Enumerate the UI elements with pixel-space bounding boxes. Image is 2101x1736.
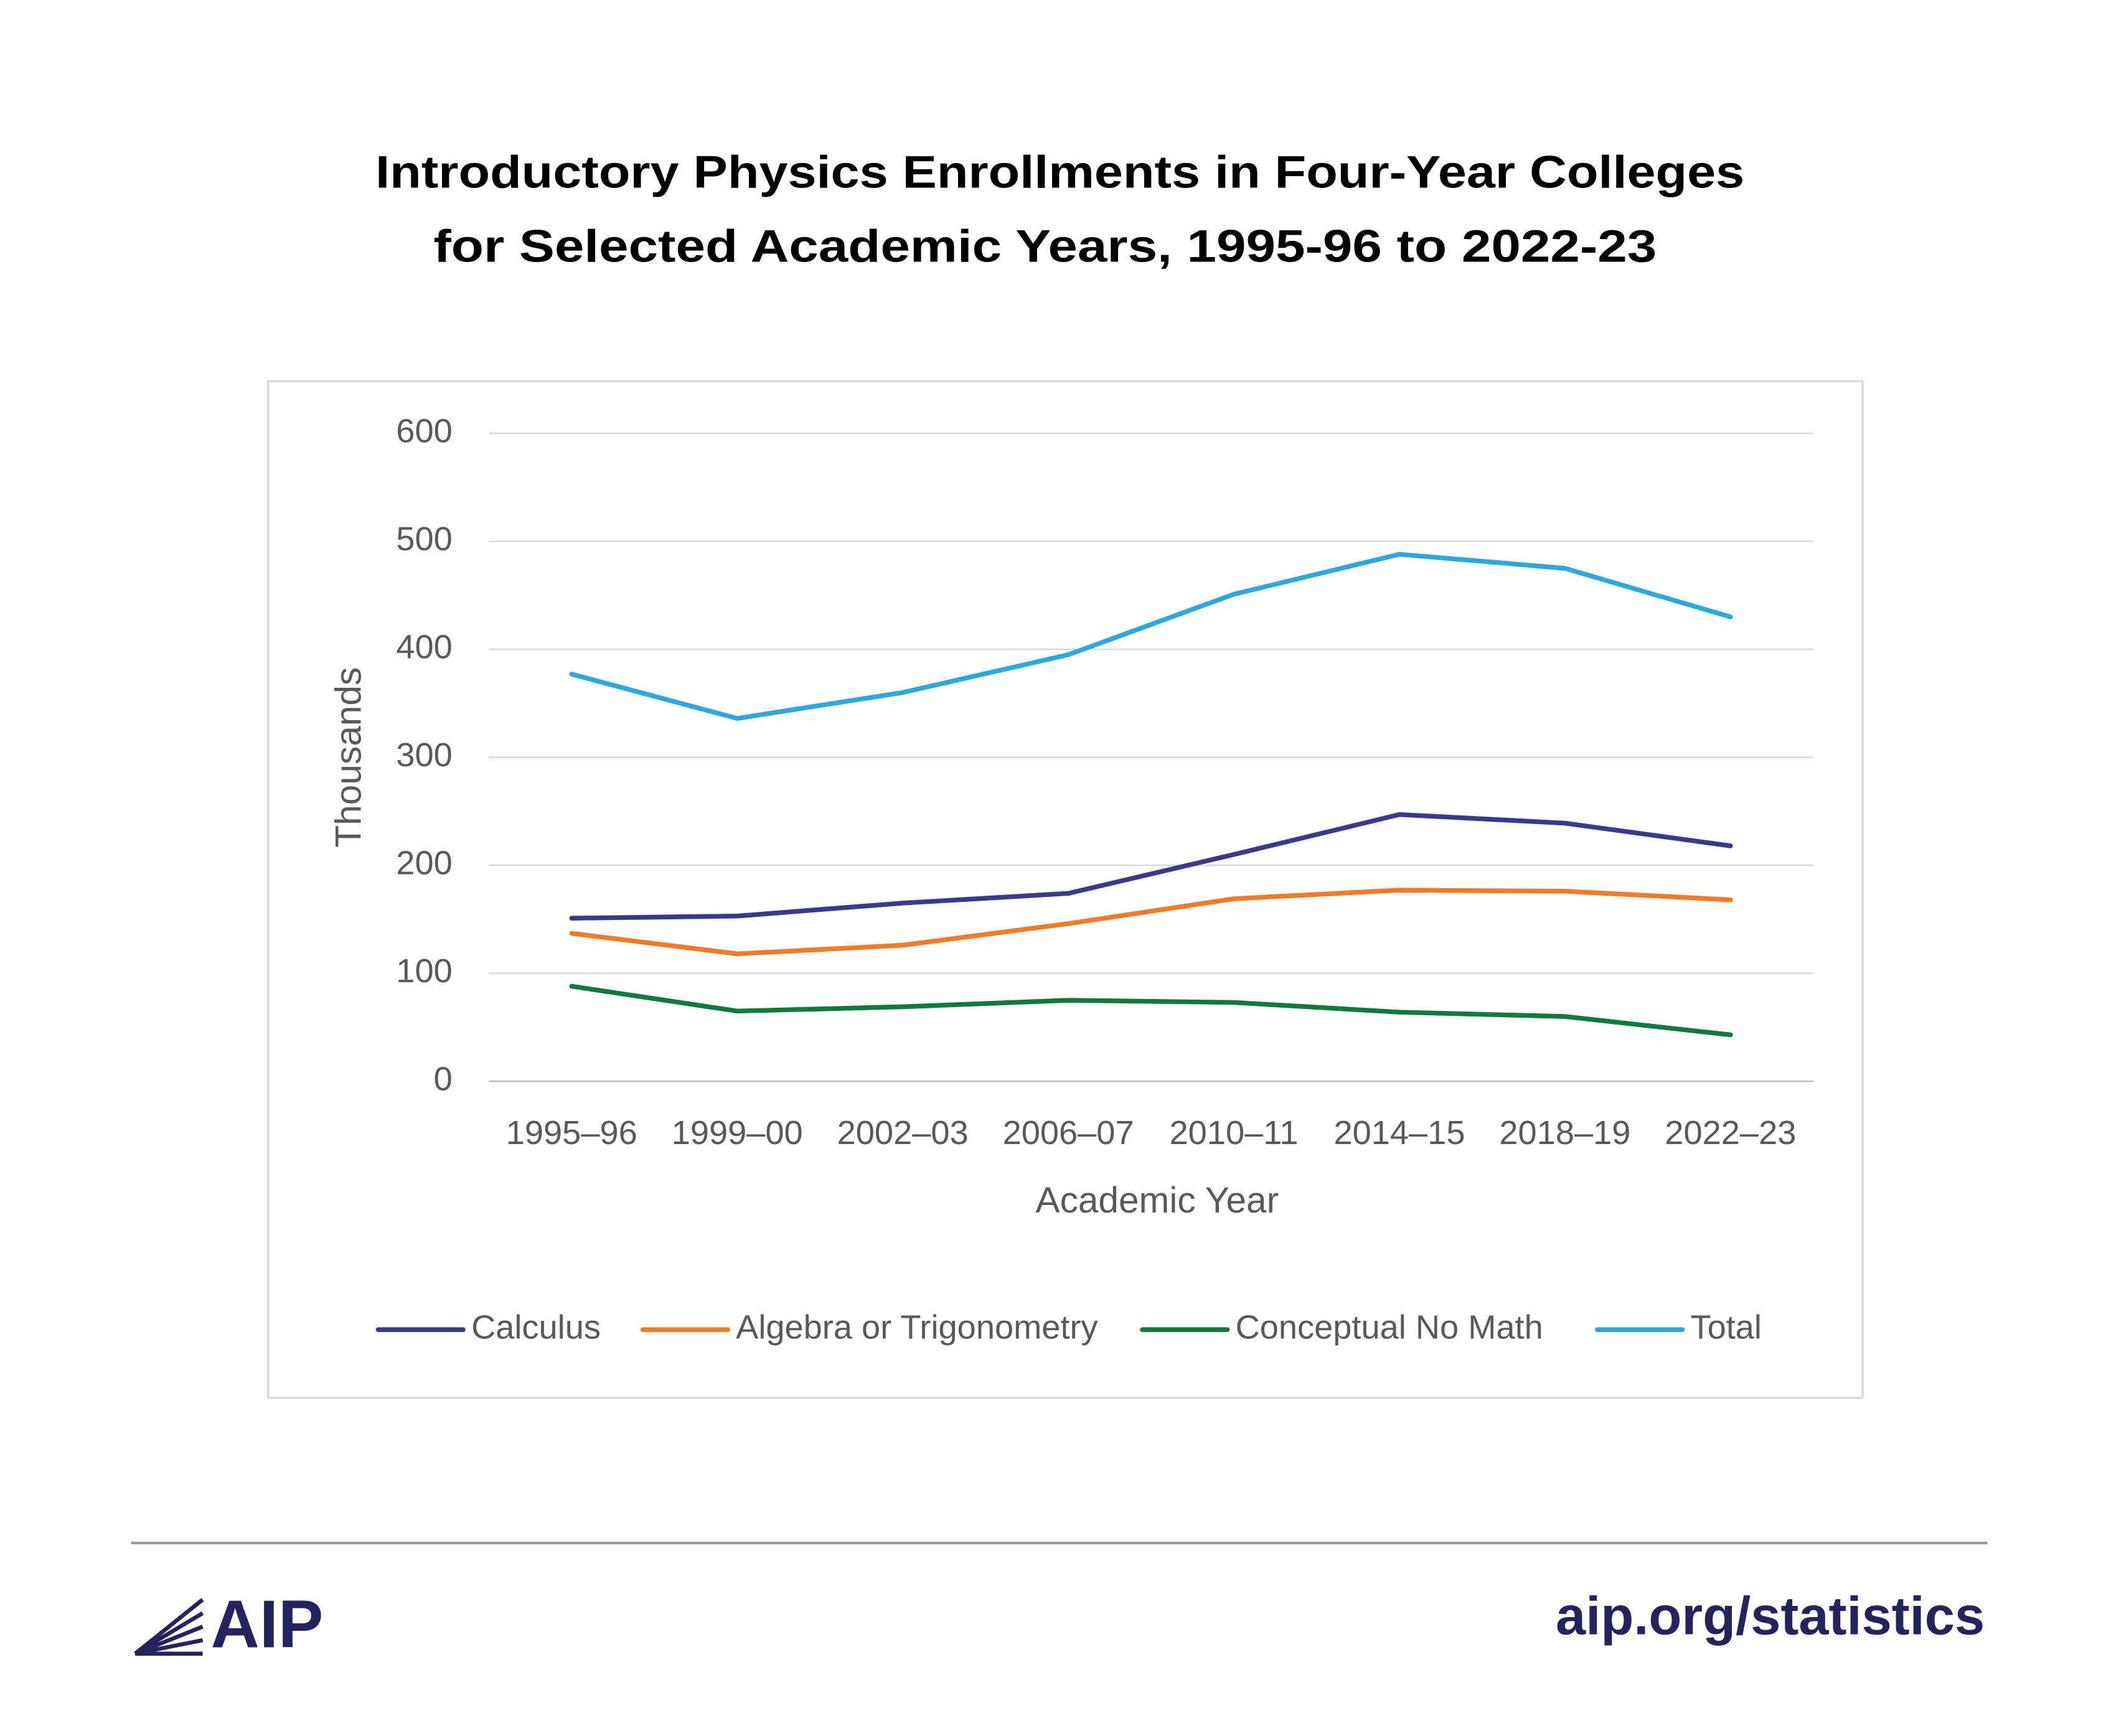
x-tick-label: 2006–07 [1003,1114,1134,1152]
footer-url: aip.org/statistics [1556,1585,1985,1646]
series-line [569,983,1733,1038]
legend-label: Total [1690,1309,1762,1346]
logo-text: AIP [211,1586,324,1661]
y-axis-title: Thousands [329,667,369,848]
x-axis-title: Academic Year [1036,1180,1279,1221]
y-tick-label: 600 [396,412,452,449]
legend-label: Conceptual No Math [1236,1309,1543,1346]
x-tick-label: 1995–96 [506,1114,637,1152]
x-tick-label: 1999–00 [672,1114,803,1152]
series-line [569,812,1733,921]
y-tick-label: 100 [396,952,452,990]
x-tick-label: 2010–11 [1170,1114,1299,1152]
logo-icon [134,1598,204,1656]
x-tick-label: 2022–23 [1665,1114,1796,1152]
x-tick-label: 2014–15 [1333,1114,1465,1152]
y-tick-label: 500 [396,520,452,558]
y-tick-label: 200 [396,844,452,881]
chart-title: Introductory Physics Enrollments in Four… [375,146,1744,197]
y-tick-label: 0 [434,1060,453,1097]
legend-label: Algebra or Trigonometry [736,1309,1098,1346]
legend-label: Calculus [471,1309,601,1346]
series-line [569,551,1733,721]
y-tick-label: 400 [396,628,452,665]
y-tick-label: 300 [396,736,452,774]
chart-title: for Selected Academic Years, 1995-96 to … [433,220,1657,272]
x-tick-label: 2018–19 [1499,1114,1630,1152]
chart-frame [267,380,1864,1399]
series-line [569,888,1733,957]
x-tick-label: 2002–03 [837,1114,969,1152]
